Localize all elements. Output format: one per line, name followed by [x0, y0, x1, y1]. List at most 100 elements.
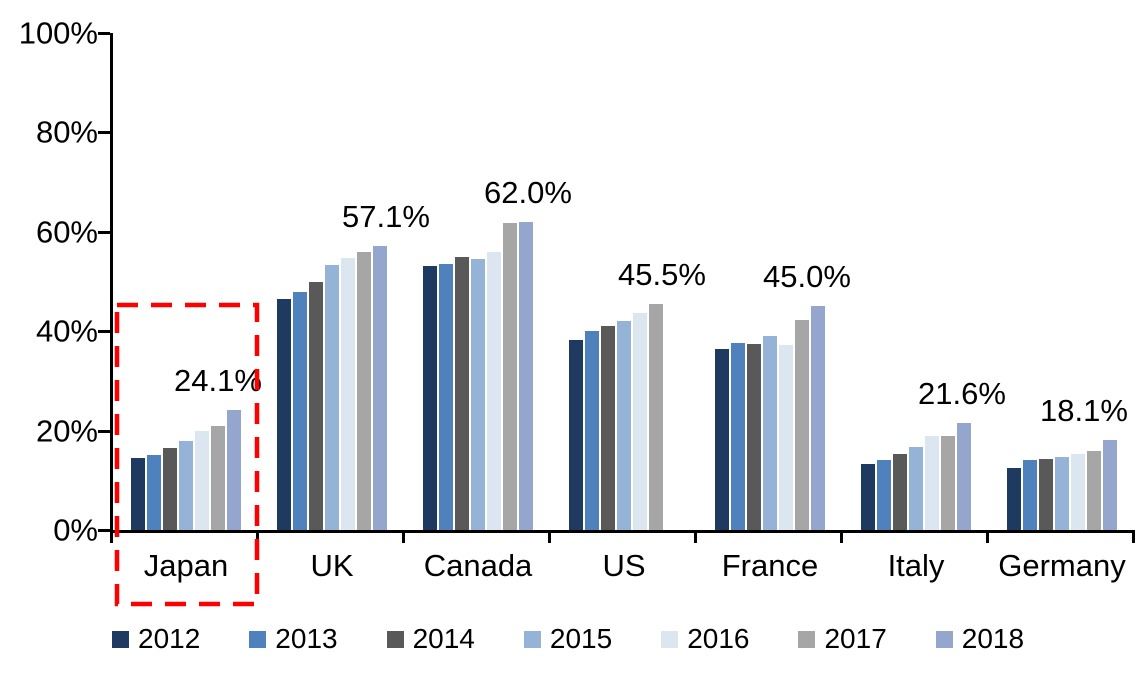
bar: [131, 457, 145, 530]
category-label: UK: [310, 548, 354, 583]
bar: [1103, 440, 1117, 530]
bar: [649, 303, 663, 530]
bar: [877, 459, 891, 530]
data-label: 18.1%: [1040, 393, 1128, 429]
y-axis-label: 80%: [35, 114, 98, 150]
x-axis-tick: [402, 533, 405, 543]
bar: [795, 320, 809, 530]
legend-label: 2018: [961, 623, 1025, 654]
bar: [211, 425, 225, 530]
x-axis-tick: [840, 533, 843, 543]
bar: [455, 257, 469, 530]
bar: [195, 430, 209, 530]
x-axis-tick: [548, 533, 551, 543]
bar: [779, 345, 793, 530]
bar: [585, 331, 599, 530]
y-axis-label: 20%: [35, 413, 98, 449]
x-axis-tick: [694, 533, 697, 543]
bar: [1023, 460, 1037, 530]
legend-label: 2014: [412, 623, 475, 654]
bar: [309, 281, 323, 530]
bar: [277, 298, 291, 530]
category-label: Germany: [998, 548, 1126, 583]
category-label: US: [602, 548, 646, 583]
category-label: Japan: [143, 548, 229, 583]
bar: [1071, 453, 1085, 530]
legend-item: 2014: [386, 623, 475, 654]
category-label: France: [721, 548, 819, 583]
legend-item: 2012: [112, 625, 200, 653]
bar: [731, 343, 745, 530]
bar: [909, 446, 923, 530]
category-label: Canada: [423, 548, 533, 583]
bar: [503, 223, 517, 530]
bar: [341, 257, 355, 530]
bar: [1055, 456, 1069, 530]
data-label: 21.6%: [918, 375, 1006, 411]
bar: [471, 258, 485, 530]
y-axis-label: 0%: [53, 512, 98, 548]
bar: [325, 265, 339, 530]
legend-swatch: [798, 630, 816, 648]
legend-item: 2018: [935, 623, 1025, 654]
legend-label: 2015: [549, 623, 613, 654]
y-axis-label: 40%: [35, 313, 98, 349]
bar: [941, 435, 955, 530]
bar: [763, 335, 777, 530]
data-label: 57.1%: [342, 199, 430, 235]
bar: [811, 306, 825, 530]
x-axis-tick: [110, 533, 113, 543]
bar: [163, 447, 177, 530]
bar: [293, 292, 307, 530]
legend-swatch: [661, 630, 679, 648]
bar: [715, 348, 729, 530]
x-axis-tick: [1132, 533, 1135, 543]
bar: [373, 246, 387, 530]
data-label: 45.5%: [618, 256, 706, 292]
legend-label: 2017: [824, 623, 887, 654]
legend-item: 2015: [523, 623, 613, 654]
bar: [861, 463, 875, 530]
data-label: 24.1%: [174, 363, 262, 399]
y-axis: [110, 33, 113, 533]
x-axis-tick: [256, 533, 259, 543]
x-axis: [110, 530, 1135, 533]
bar: [601, 326, 615, 530]
bar: [147, 455, 161, 530]
y-axis-tick: [98, 32, 110, 35]
bar: [439, 264, 453, 530]
bar: [633, 313, 647, 530]
legend-swatch: [935, 630, 953, 648]
bar: [569, 339, 583, 530]
legend-label: 2013: [275, 623, 338, 654]
legend-label: 2012: [138, 623, 201, 654]
category-label: Italy: [887, 548, 945, 583]
legend-swatch: [249, 630, 267, 648]
bar: [1007, 467, 1021, 530]
data-label: 62.0%: [484, 174, 572, 210]
data-label: 45.0%: [763, 259, 851, 295]
bar: [747, 343, 761, 530]
y-axis-tick: [98, 230, 110, 234]
bar: [423, 266, 437, 530]
bar: [487, 251, 501, 530]
legend-item: 2013: [249, 623, 338, 654]
y-axis-tick: [98, 131, 110, 135]
legend-swatch: [386, 630, 404, 648]
bar: [227, 410, 241, 530]
legend-swatch: [112, 630, 129, 648]
bar: [1039, 458, 1053, 530]
y-axis-label: 60%: [35, 214, 98, 250]
legend-swatch: [523, 630, 541, 648]
y-axis-tick: [98, 529, 110, 532]
bar: [179, 440, 193, 530]
legend-item: 2017: [798, 623, 887, 654]
bar: [893, 453, 907, 530]
bar: [617, 320, 631, 530]
bar: [1087, 451, 1101, 530]
bar: [357, 252, 371, 530]
x-axis-tick: [986, 533, 989, 543]
bar: [957, 422, 971, 530]
y-axis-label: 100%: [18, 15, 98, 51]
